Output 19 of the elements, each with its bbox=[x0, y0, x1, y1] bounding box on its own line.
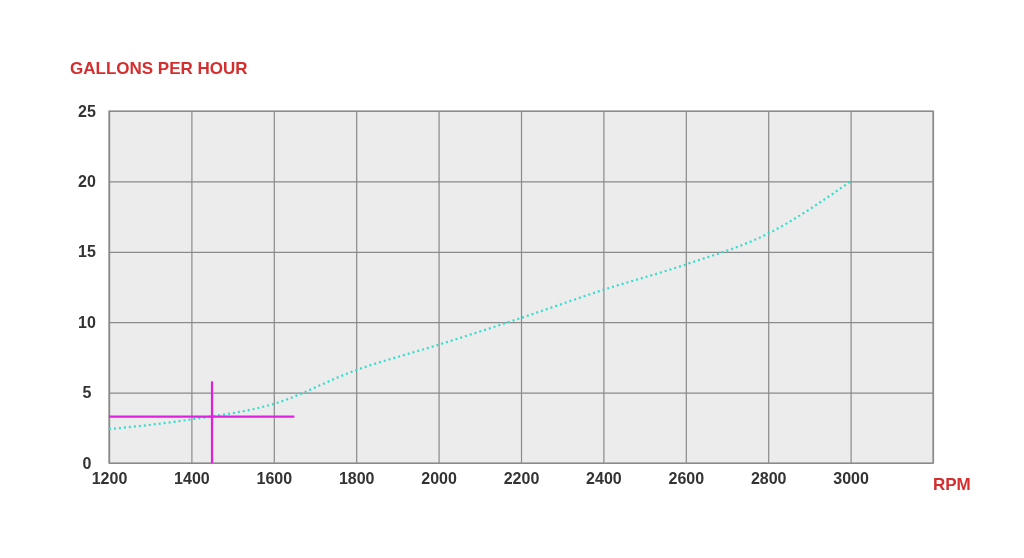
y-tick-label: 25 bbox=[78, 102, 96, 120]
x-tick-label: 2200 bbox=[503, 470, 540, 488]
x-tick-label: 2800 bbox=[750, 470, 787, 488]
x-tick-label: 1600 bbox=[256, 470, 293, 488]
x-axis-title: RPM bbox=[933, 475, 971, 494]
x-tick-label: 1400 bbox=[174, 470, 210, 488]
x-tick-label: 2000 bbox=[421, 470, 457, 488]
x-tick-label: 2600 bbox=[668, 470, 705, 488]
x-tick-label: 1200 bbox=[91, 470, 128, 488]
line-series bbox=[107, 180, 852, 431]
x-tick-label: 2400 bbox=[586, 470, 622, 488]
y-axis-title: GALLONS PER HOUR bbox=[70, 59, 248, 78]
y-tick-label: 10 bbox=[78, 313, 96, 331]
x-tick-label: 3000 bbox=[833, 470, 869, 488]
y-tick-label: 15 bbox=[78, 243, 96, 261]
y-tick-label: 5 bbox=[82, 384, 92, 402]
y-tick-label: 20 bbox=[78, 173, 96, 191]
x-tick-label: 1800 bbox=[338, 470, 375, 488]
y-tick-label: 0 bbox=[82, 454, 92, 472]
